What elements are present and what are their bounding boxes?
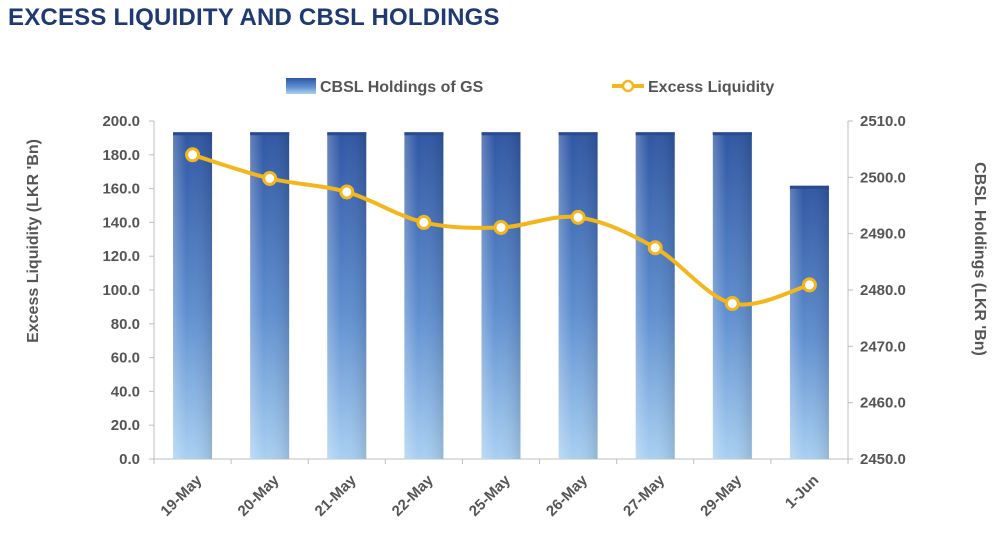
bar-top-edge	[250, 132, 290, 136]
line-point	[339, 184, 355, 200]
line-markers	[185, 147, 817, 312]
legend-label-cbsl-holdings: CBSL Holdings of GS	[320, 79, 484, 96]
line-point	[493, 219, 509, 235]
y-left-tick-label: 40.0	[111, 383, 140, 400]
x-tick-label: 29-May	[697, 471, 745, 519]
line-point	[262, 170, 278, 186]
y-left-ticks: 0.0 20.0 40.0 60.0 80.0 100.0 120.0 140.0 160.0 1…	[102, 113, 154, 468]
bar-top-edge	[712, 132, 752, 136]
legend: CBSL Holdings of GS Excess Liquidity	[286, 78, 774, 96]
y-right-ticks: 2450.0 2460.0 2470.0 2480.0 2490.0 2500.0 2510…	[848, 113, 906, 468]
line-point	[724, 296, 740, 312]
y-left-tick-label: 160.0	[102, 181, 140, 198]
y-left-tick-label: 140.0	[102, 214, 140, 231]
y-left-tick-label: 200.0	[102, 113, 140, 130]
y-right-tick-label: 2510.0	[860, 113, 906, 130]
y-right-tick-label: 2460.0	[860, 395, 906, 412]
x-tick-label: 21-May	[312, 471, 360, 519]
y-left-tick-label: 120.0	[102, 248, 140, 265]
y-left-tick-label: 20.0	[111, 417, 140, 434]
bar-top-edge	[327, 132, 367, 136]
x-tick-label: 19-May	[157, 471, 205, 519]
y-right-axis-title: CBSL Holdings (LKR 'Bn)	[971, 162, 988, 356]
bar-top-edge	[558, 132, 598, 136]
line-point	[801, 277, 817, 293]
bar-shine	[404, 132, 444, 459]
line-point	[416, 214, 432, 230]
x-tick-label: 27-May	[620, 471, 668, 519]
bar-shine	[327, 132, 367, 459]
y-right-tick-label: 2450.0	[860, 451, 906, 468]
bar-shine	[250, 132, 290, 459]
bar-shine	[712, 132, 752, 459]
bar-shine	[789, 185, 829, 460]
x-tick-label: 1-Jun	[782, 472, 822, 512]
page-title: EXCESS LIQUIDITY AND CBSL HOLDINGS	[8, 4, 500, 31]
bar-top-edge	[173, 132, 213, 136]
bar-shine	[558, 132, 598, 459]
bar-top-edge	[481, 132, 521, 136]
legend-line-marker	[621, 79, 635, 93]
x-tick-label: 25-May	[466, 471, 514, 519]
x-tick-label: 20-May	[235, 471, 283, 519]
y-left-tick-label: 60.0	[111, 350, 140, 367]
y-right-tick-label: 2500.0	[860, 169, 906, 186]
line-point	[570, 209, 586, 225]
y-left-tick-label: 180.0	[102, 147, 140, 164]
y-left-tick-label: 100.0	[102, 282, 140, 299]
x-tick-label: 22-May	[389, 471, 437, 519]
bar-top-edge	[635, 132, 675, 136]
legend-bar-swatch	[286, 78, 316, 94]
bar-shine	[173, 132, 213, 459]
bar-shine	[481, 132, 521, 459]
line-point	[185, 147, 201, 163]
y-left-tick-label: 80.0	[111, 316, 140, 333]
bar-top-edge	[404, 132, 444, 136]
y-right-tick-label: 2470.0	[860, 338, 906, 355]
bar-top-edge	[789, 185, 829, 189]
y-right-tick-label: 2490.0	[860, 226, 906, 243]
y-left-tick-label: 0.0	[119, 451, 140, 468]
legend-label-excess-liquidity: Excess Liquidity	[648, 79, 774, 96]
bar-shine	[635, 132, 675, 459]
y-right-tick-label: 2480.0	[860, 282, 906, 299]
x-tick-labels: 19-May 20-May 21-May 22-May 25-May 26-May 27-M…	[153, 459, 849, 520]
y-left-axis-title: Excess Liquidity (LKR 'Bn)	[25, 139, 42, 343]
x-tick-label: 26-May	[543, 471, 591, 519]
line-point	[647, 240, 663, 256]
